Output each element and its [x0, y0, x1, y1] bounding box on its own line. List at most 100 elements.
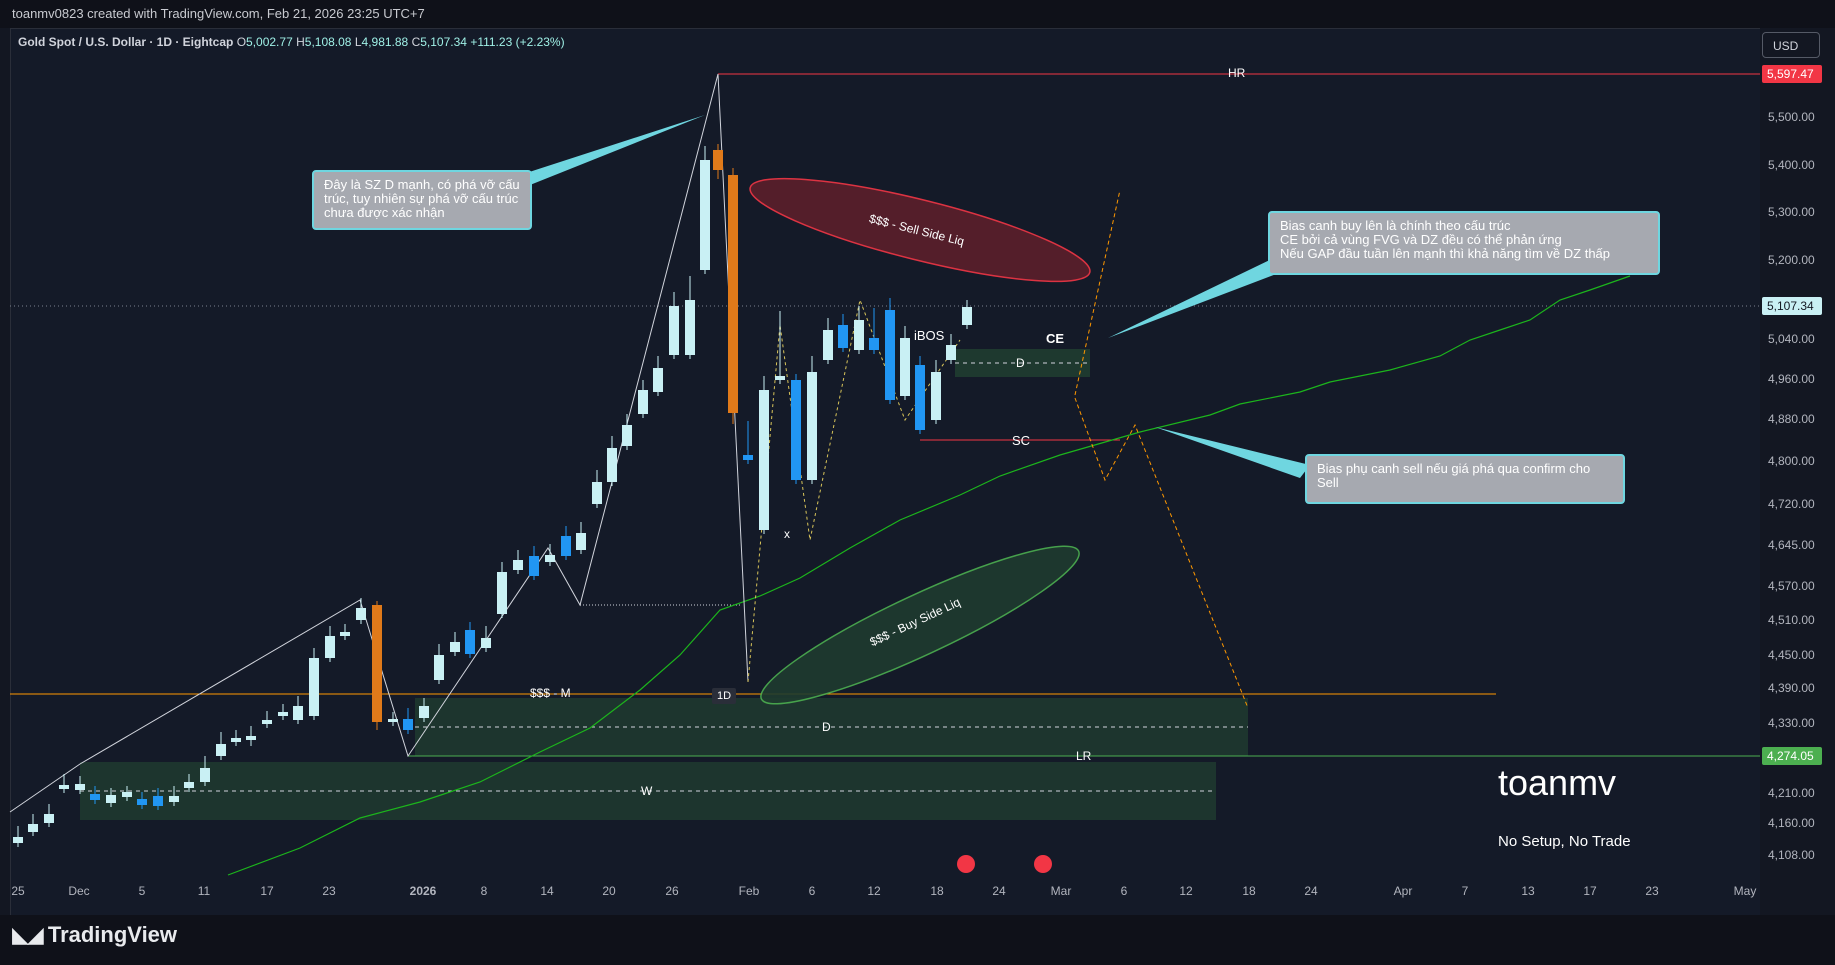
- sell-side-liq-zone[interactable]: [743, 159, 1097, 302]
- candle: [900, 338, 910, 396]
- price-tick: 4,960.00: [1768, 372, 1815, 386]
- time-tick: 24: [992, 884, 1006, 898]
- candle: [854, 320, 864, 350]
- lr-price-tag: 4,274.05: [1762, 747, 1822, 765]
- candle: [653, 368, 663, 392]
- candle: [278, 712, 288, 716]
- candle: [838, 325, 848, 348]
- time-tick: Mar: [1051, 884, 1072, 898]
- candle: [90, 794, 100, 800]
- candle: [216, 744, 226, 756]
- sz-note[interactable]: Đây là SZ D mạnh, có phá vỡ cấu trúc, tu…: [312, 170, 532, 230]
- candle: [607, 448, 617, 482]
- candle: [450, 642, 460, 652]
- time-tick: 13: [1521, 884, 1535, 898]
- bias-sell-note[interactable]: Bias phụ canh sell nếu giá phá qua confi…: [1305, 454, 1625, 504]
- time-tick: May: [1734, 884, 1757, 898]
- projection-path: [1074, 189, 1121, 396]
- price-tick: 4,645.00: [1768, 538, 1815, 552]
- author-watermark: toanmv: [1498, 762, 1617, 803]
- candle: [700, 160, 710, 270]
- candle: [293, 706, 303, 720]
- price-tick: 5,300.00: [1768, 205, 1815, 219]
- low-value: 4,981.88: [361, 35, 409, 49]
- bias-buy-line-1: Bias canh buy lên là chính theo cấu trúc: [1280, 218, 1511, 233]
- time-tick: 12: [867, 884, 881, 898]
- price-tick: 4,510.00: [1768, 613, 1815, 627]
- structure-lines: [9, 73, 749, 813]
- price-tick: 5,200.00: [1768, 253, 1815, 267]
- price-tick: 4,390.00: [1768, 681, 1815, 695]
- candle: [13, 837, 23, 843]
- currency-button[interactable]: USD: [1762, 32, 1820, 58]
- candle: [869, 338, 879, 350]
- bias-buy-line-3: Nếu GAP đầu tuần lên mạnh thì khả năng t…: [1280, 246, 1611, 261]
- x-marker: x: [784, 527, 790, 541]
- candle: [403, 719, 413, 730]
- high-label: H: [296, 35, 305, 49]
- candle: [122, 792, 132, 797]
- tagline: No Setup, No Trade: [1498, 833, 1631, 850]
- candle: [465, 630, 475, 654]
- price-tick: 4,210.00: [1768, 786, 1815, 800]
- lr-label: LR: [1076, 749, 1092, 763]
- time-tick: 6: [809, 884, 816, 898]
- symbol-name: Gold Spot / U.S. Dollar · 1D · Eightcap: [18, 35, 234, 49]
- candle: [669, 306, 679, 355]
- bias-buy-note[interactable]: Bias canh buy lên là chính theo cấu trúc…: [1268, 211, 1660, 275]
- hr-label: HR: [1228, 66, 1246, 80]
- candle: [576, 533, 586, 550]
- price-tick: 4,330.00: [1768, 716, 1815, 730]
- time-axis[interactable]: 25 Dec 5 11 17 23 2026 8 14 20 26 Feb 6 12 18 24 Mar 6 12 1…: [11, 884, 1756, 898]
- buy-side-liq-zone[interactable]: [749, 524, 1092, 726]
- attribution-text: toanmv0823 created with TradingView.com,…: [12, 6, 425, 21]
- candle: [545, 555, 555, 562]
- price-tick: 4,880.00: [1768, 412, 1815, 426]
- candle: [388, 719, 398, 722]
- ibos-label: iBOS: [914, 328, 945, 343]
- candle: [309, 658, 319, 716]
- time-tick: 17: [260, 884, 274, 898]
- svg-text:5,597.47: 5,597.47: [1767, 67, 1814, 81]
- candle: [153, 796, 163, 806]
- candle: [759, 390, 769, 530]
- time-tick: 17: [1583, 884, 1597, 898]
- price-tick: 5,040.00: [1768, 332, 1815, 346]
- candle: [169, 796, 179, 802]
- svg-text:4,274.05: 4,274.05: [1767, 749, 1814, 763]
- projection-path-down: [1074, 397, 1249, 709]
- candle: [106, 795, 116, 803]
- candle: [497, 572, 507, 614]
- m-liquidity-label: $$$ - M: [530, 686, 571, 700]
- candle: [59, 785, 69, 789]
- candle: [340, 632, 350, 636]
- time-tick: 5: [139, 884, 146, 898]
- daily-zone-label: D: [822, 720, 831, 734]
- time-tick: 18: [1242, 884, 1256, 898]
- candle: [807, 372, 817, 480]
- bias-sell-text: Bias phụ canh sell nếu giá phá qua confi…: [1317, 461, 1591, 490]
- tradingview-logo[interactable]: ◣◢ TradingView: [12, 922, 177, 948]
- time-tick: 12: [1179, 884, 1193, 898]
- open-value: 5,002.77: [246, 35, 293, 49]
- price-axis[interactable]: 5,500.00 5,400.00 5,300.00 5,200.00 5,040.00…: [1760, 28, 1835, 933]
- us-event-icon[interactable]: [1034, 855, 1052, 873]
- candle: [481, 638, 491, 648]
- us-event-icon[interactable]: [957, 855, 975, 873]
- buy-note-pointer: [1108, 255, 1300, 338]
- tradingview-mark-icon: ◣◢: [12, 922, 44, 947]
- candle: [28, 824, 38, 832]
- time-tick: 23: [322, 884, 336, 898]
- candle: [231, 738, 241, 742]
- candles[interactable]: [13, 144, 972, 847]
- time-tick: 24: [1304, 884, 1318, 898]
- ce-label: CE: [1046, 331, 1065, 346]
- time-tick: Feb: [739, 884, 760, 898]
- high-value: 5,108.08: [304, 35, 352, 49]
- candle: [685, 300, 695, 355]
- price-tick: 5,500.00: [1768, 110, 1815, 124]
- candle: [931, 372, 941, 420]
- price-tick: 5,400.00: [1768, 158, 1815, 172]
- candle: [44, 814, 54, 823]
